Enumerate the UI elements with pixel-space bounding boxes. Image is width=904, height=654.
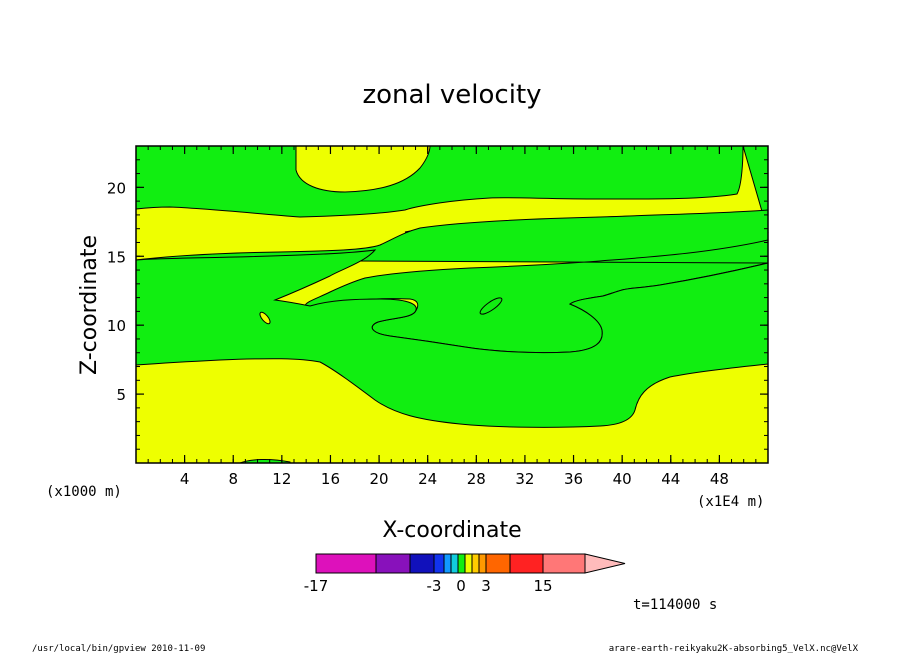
- colorbar-tick-label: -17: [304, 577, 329, 595]
- negative-region-upper: [135, 145, 744, 218]
- colorbar-bin: [375, 553, 411, 574]
- x-tick-label: 24: [418, 470, 437, 488]
- y-axis-label: Z-coordinate: [77, 235, 102, 375]
- colorbar-bin: [509, 553, 544, 574]
- negative-island-center: [479, 297, 503, 315]
- colorbar-tick-label: 3: [481, 577, 491, 595]
- colorbar-tick-label: 15: [533, 577, 552, 595]
- x-tick-label: 16: [321, 470, 340, 488]
- x-tick-label: 32: [515, 470, 534, 488]
- colorbar-bin: [542, 553, 586, 574]
- x-tick-label: 48: [710, 470, 729, 488]
- x-tick-label: 8: [228, 470, 238, 488]
- x-tick-label: 4: [180, 470, 190, 488]
- colorbar-bin: [409, 553, 435, 574]
- y-scale-note: (x1000 m): [46, 484, 122, 500]
- colorbar-arrow: [584, 553, 626, 574]
- y-tick-label: 5: [116, 386, 126, 404]
- colorbar: [315, 553, 626, 574]
- chart-title: zonal velocity: [362, 80, 541, 110]
- x-tick-label: 44: [661, 470, 680, 488]
- colorbar-bin: [478, 553, 487, 574]
- footer-right: arare-earth-reikyaku2K-absorbing5_VelX.n…: [609, 644, 859, 654]
- colorbar-tick-label: 0: [456, 577, 466, 595]
- colorbar-bin: [433, 553, 445, 574]
- time-label: t=114000 s: [633, 597, 717, 613]
- y-tick-label: 10: [107, 317, 126, 335]
- x-tick-label: 28: [467, 470, 486, 488]
- x-tick-label: 40: [613, 470, 632, 488]
- plot-area: [135, 145, 769, 464]
- x-tick-label: 36: [564, 470, 583, 488]
- y-tick-label: 15: [107, 248, 126, 266]
- colorbar-bin: [443, 553, 452, 574]
- colorbar-bin: [485, 553, 511, 574]
- footer-left: /usr/local/bin/gpview 2010-11-09: [32, 644, 205, 654]
- x-tick-label: 20: [370, 470, 389, 488]
- colorbar-bin: [315, 553, 377, 574]
- y-tick-label: 20: [107, 179, 126, 197]
- colorbar-bin: [450, 553, 459, 574]
- colorbar-bin: [457, 553, 466, 574]
- negative-region-lower: [135, 249, 769, 428]
- positive-island-left: [259, 311, 271, 325]
- colorbar-bin: [464, 553, 473, 574]
- colorbar-bin: [471, 553, 480, 574]
- x-scale-note: (x1E4 m): [697, 494, 764, 510]
- colorbar-labels: -17 -3 0 3 15: [304, 577, 553, 595]
- colorbar-tick-label: -3: [427, 577, 442, 595]
- x-tick-label: 12: [272, 470, 291, 488]
- negative-region-small-bottom: [239, 459, 291, 464]
- x-axis-label: X-coordinate: [382, 518, 521, 543]
